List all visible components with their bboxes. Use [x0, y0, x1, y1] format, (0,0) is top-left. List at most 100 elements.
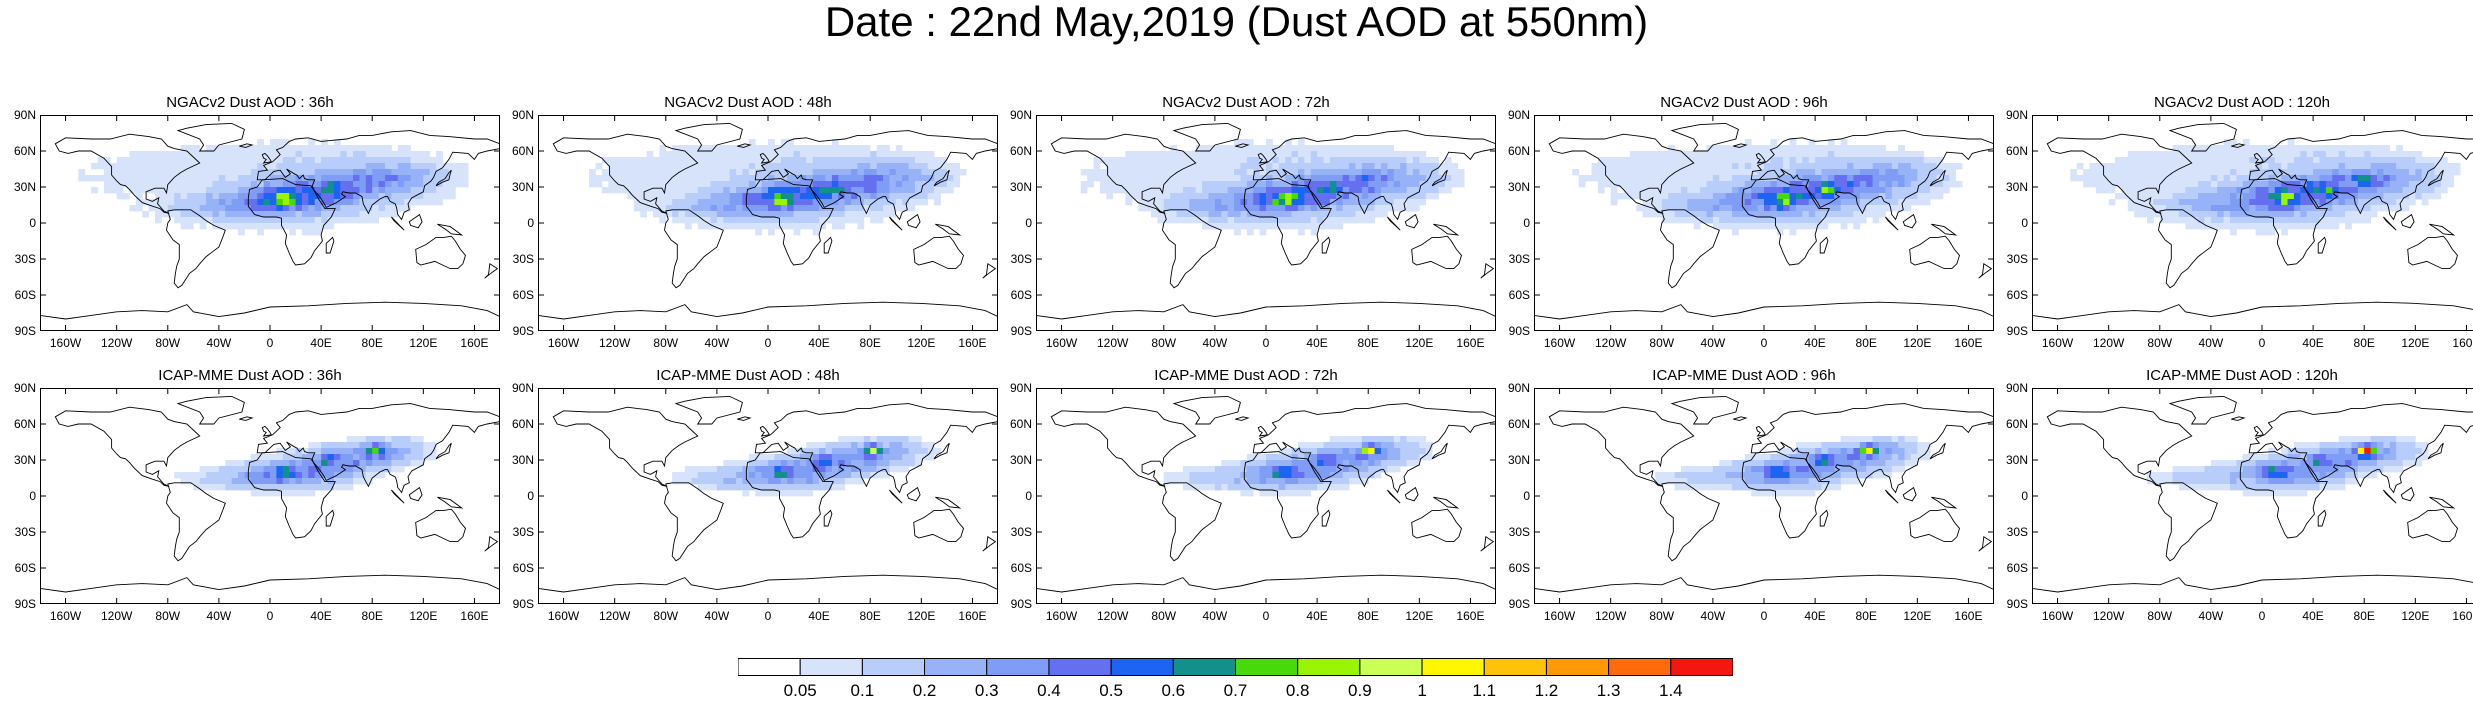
aod-cell [2230, 211, 2237, 218]
aod-cell [1866, 181, 1874, 188]
aod-cell [1783, 145, 1790, 152]
aod-cell [225, 472, 233, 479]
aod-cell [870, 466, 878, 473]
aod-cell [812, 448, 820, 455]
aod-cell [1853, 460, 1861, 467]
aod-cell [2313, 187, 2320, 194]
aod-cell [1923, 454, 1931, 461]
aod-cell [123, 175, 130, 182]
aod-cell [257, 193, 265, 200]
aod-cell [716, 145, 724, 152]
aod-cell [1246, 472, 1254, 479]
aod-cell [1317, 193, 1324, 200]
aod-cell [244, 145, 252, 152]
aod-cell [761, 478, 769, 485]
aod-cell [710, 157, 718, 164]
coastline-japan [933, 169, 950, 187]
aod-cell [704, 151, 711, 158]
aod-cell [1795, 163, 1803, 170]
aod-cell [1342, 205, 1350, 212]
aod-cell [2204, 151, 2212, 158]
aod-cell [2268, 163, 2276, 170]
aod-cell [314, 199, 322, 206]
aod-cell [2357, 169, 2365, 176]
aod-cell [1853, 454, 1861, 461]
aod-cell [327, 145, 335, 152]
aod-cell [889, 436, 897, 443]
aod-cell [1738, 187, 1746, 194]
aod-cell [263, 490, 271, 497]
aod-cell [301, 199, 309, 206]
aod-cell [423, 163, 431, 170]
map-frame [538, 115, 998, 331]
aod-cell [1170, 169, 1177, 176]
aod-cell [1170, 175, 1177, 182]
aod-cell [193, 205, 201, 212]
aod-cell [257, 181, 265, 188]
aod-cell [276, 217, 284, 224]
lat-tick-label: 90S [1508, 597, 1530, 611]
aod-cell [1368, 157, 1376, 164]
aod-cell [1866, 175, 1874, 182]
aod-cell [2070, 169, 2078, 176]
aod-cell [2332, 169, 2340, 176]
aod-cell [2249, 193, 2257, 200]
aod-cell [2370, 199, 2378, 206]
aod-cell [289, 229, 296, 236]
aod-cell [1719, 217, 1727, 224]
aod-cell [921, 448, 929, 455]
aod-cell [1898, 442, 1905, 449]
aod-cell [186, 175, 194, 182]
aod-cell [2217, 181, 2225, 188]
aod-cell [270, 490, 277, 497]
aod-cell [768, 151, 775, 158]
aod-cell [774, 157, 782, 164]
aod-cell [793, 205, 801, 212]
aod-cell [908, 442, 916, 449]
aod-cell [1885, 199, 1893, 206]
aod-cell [908, 175, 916, 182]
aod-cell [378, 472, 386, 479]
aod-cell [1661, 151, 1669, 158]
aod-cell [710, 163, 718, 170]
aod-cell [1751, 163, 1759, 170]
aod-cell [1719, 157, 1727, 164]
aod-cell [908, 187, 916, 194]
aod-cell [1202, 151, 1209, 158]
aod-cell [748, 205, 756, 212]
aod-cell [1285, 163, 1292, 170]
aod-cell [1151, 175, 1158, 182]
aod-cell [1757, 151, 1765, 158]
aod-cell [1297, 205, 1305, 212]
aod-cell [2293, 169, 2301, 176]
aod-cell [155, 175, 162, 182]
lon-tick-label: 160W [2041, 336, 2074, 350]
aod-cell [1342, 199, 1350, 206]
dust-aod-map [1534, 388, 1994, 604]
aod-cell [1285, 181, 1292, 188]
aod-cell [346, 193, 354, 200]
aod-cell [1757, 157, 1765, 164]
aod-cell [2147, 151, 2154, 158]
aod-cell [908, 448, 916, 455]
aod-cell [876, 199, 884, 206]
aod-cell [870, 187, 878, 194]
aod-cell [1214, 151, 1222, 158]
aod-cell [225, 151, 233, 158]
coastline-iceland [2231, 143, 2246, 148]
aod-cell [1680, 217, 1688, 224]
aod-field [78, 139, 469, 236]
aod-cell [2217, 169, 2225, 176]
aod-cell [340, 175, 348, 182]
aod-cell [1425, 163, 1433, 170]
aod-cell [1412, 205, 1420, 212]
aod-cell [404, 205, 411, 212]
aod-cell [1802, 211, 1810, 218]
aod-cell [812, 193, 820, 200]
coastline-madagascar [325, 236, 335, 254]
aod-cell [902, 169, 909, 176]
aod-cell [1712, 157, 1720, 164]
aod-cell [1744, 223, 1752, 230]
aod-cell [2357, 175, 2365, 182]
aod-cell [1387, 448, 1395, 455]
